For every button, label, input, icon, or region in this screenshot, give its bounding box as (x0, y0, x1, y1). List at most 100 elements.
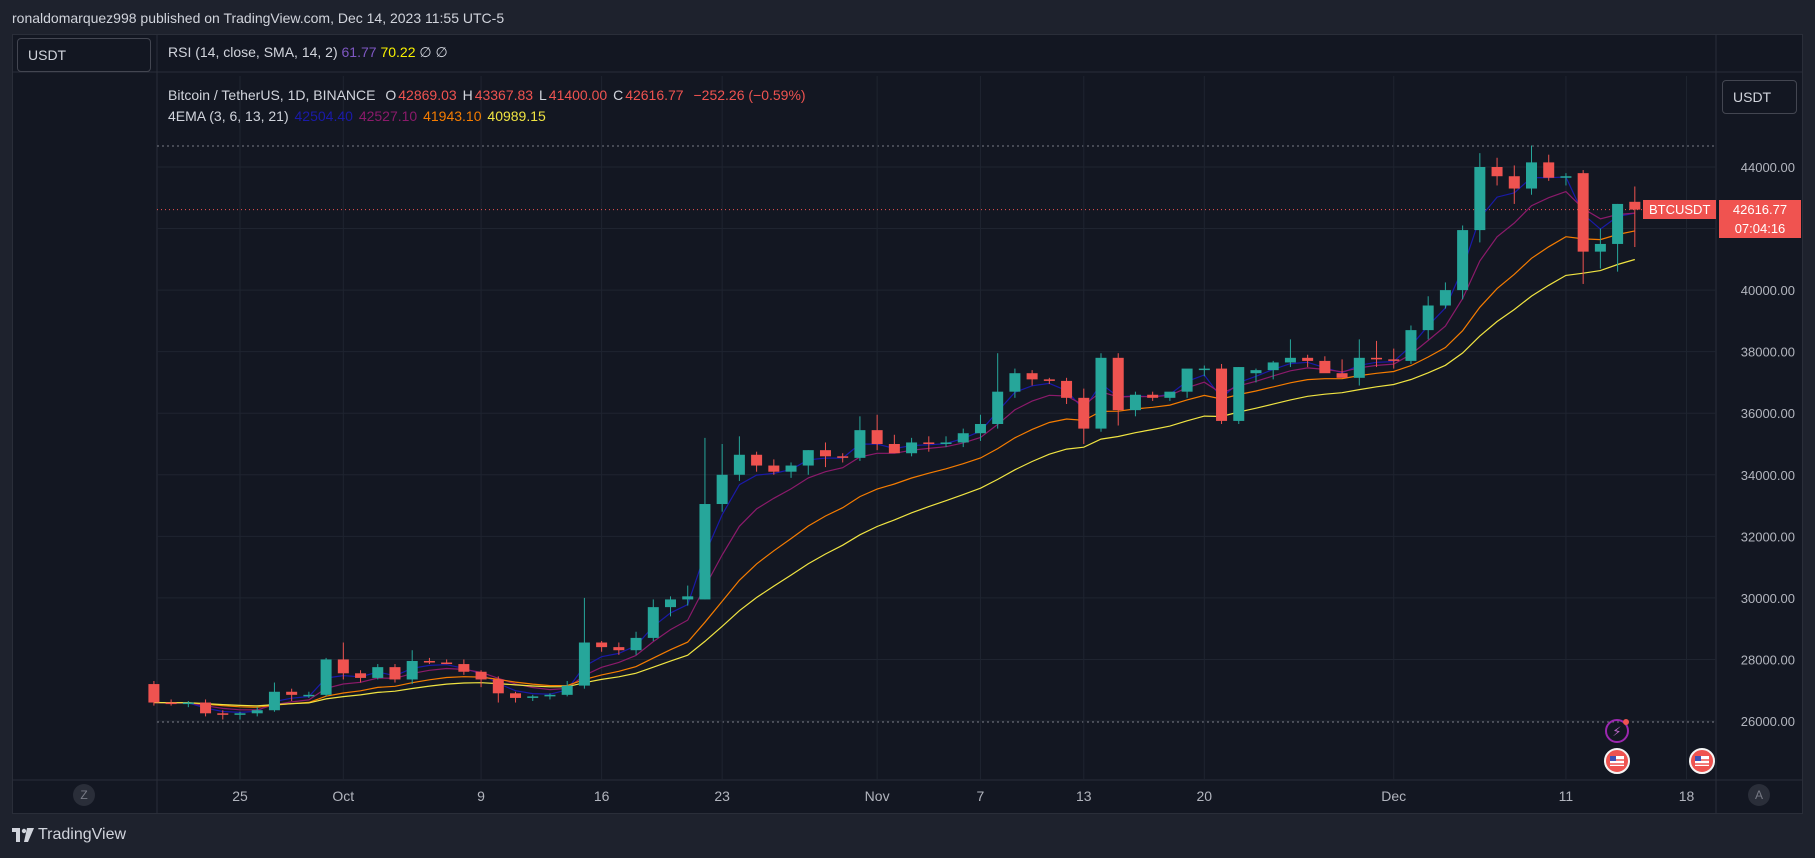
currency-selector-right[interactable]: USDT (1722, 80, 1797, 114)
candle-down[interactable] (1336, 373, 1348, 378)
candle-up[interactable] (665, 599, 676, 608)
candle-down[interactable] (837, 456, 849, 458)
candle-up[interactable] (1457, 230, 1469, 291)
candle-up[interactable] (647, 607, 659, 638)
candle-down[interactable] (389, 667, 401, 680)
candle-up[interactable] (303, 694, 315, 697)
candle-down[interactable] (510, 693, 522, 698)
candle-up[interactable] (716, 474, 728, 505)
candle-down[interactable] (819, 450, 831, 457)
rsi-legend[interactable]: RSI (14, close, SMA, 14, 2) 61.77 70.22 … (168, 44, 448, 61)
flag-stripes-icon (1610, 756, 1624, 766)
candle-down[interactable] (1061, 380, 1073, 398)
candle-up[interactable] (682, 596, 694, 600)
candle-down[interactable] (1388, 359, 1400, 361)
candle-down[interactable] (1543, 162, 1555, 178)
candle-down[interactable] (768, 465, 780, 472)
candle-down[interactable] (596, 642, 608, 648)
candle-down[interactable] (1147, 394, 1159, 398)
candle-down[interactable] (1026, 373, 1038, 380)
candle-down[interactable] (492, 679, 504, 694)
candle-up[interactable] (1250, 370, 1262, 374)
candle-down[interactable] (1371, 357, 1383, 360)
candle-up[interactable] (630, 637, 642, 651)
candle-down[interactable] (1112, 357, 1124, 411)
candle-down[interactable] (871, 430, 883, 444)
candle-up[interactable] (372, 667, 384, 678)
candle-up[interactable] (1439, 290, 1451, 306)
candle-down[interactable] (1216, 368, 1228, 421)
candle-up[interactable] (1405, 330, 1417, 361)
candle-down[interactable] (148, 684, 160, 703)
zoom-button[interactable]: Z (73, 784, 95, 806)
candle-down[interactable] (1491, 167, 1503, 177)
candle-down[interactable] (1577, 173, 1589, 252)
candle-up[interactable] (733, 454, 745, 475)
candle-up[interactable] (1526, 162, 1537, 189)
ema-value-1: 42504.40 (294, 108, 353, 124)
candle-up[interactable] (544, 694, 556, 697)
candle-up[interactable] (406, 660, 418, 680)
candle-up[interactable] (940, 442, 952, 444)
candle-up[interactable] (1181, 368, 1193, 392)
candle-up[interactable] (992, 391, 1004, 424)
candle-up[interactable] (1164, 391, 1176, 398)
candle-down[interactable] (1302, 357, 1314, 361)
symbol-legend[interactable]: Bitcoin / TetherUS, 1D, BINANCE O 42869.0… (168, 87, 808, 103)
candle-up[interactable] (1233, 367, 1245, 421)
candle-up[interactable] (1095, 357, 1107, 429)
candle-up[interactable] (1129, 394, 1141, 411)
candle-down[interactable] (1043, 379, 1055, 381)
candle-up[interactable] (1612, 203, 1624, 244)
candle-up[interactable] (802, 450, 814, 466)
candle-up[interactable] (1198, 368, 1210, 371)
candle-up[interactable] (268, 691, 280, 711)
tradingview-logo[interactable]: TradingView (12, 826, 126, 844)
candle-up[interactable] (182, 702, 194, 705)
candle-up[interactable] (1284, 357, 1296, 363)
candle-up[interactable] (1353, 357, 1365, 378)
candle-down[interactable] (423, 660, 435, 663)
candle-down[interactable] (613, 647, 625, 651)
candle-down[interactable] (355, 673, 367, 678)
candle-up[interactable] (1422, 305, 1434, 331)
candle-down[interactable] (888, 444, 900, 454)
candle-up[interactable] (699, 504, 711, 600)
candle-up[interactable] (854, 430, 866, 458)
candle-down[interactable] (200, 702, 212, 714)
auto-scale-button[interactable]: A (1748, 784, 1770, 806)
candle-down[interactable] (1319, 360, 1331, 374)
ema-legend[interactable]: 4EMA (3, 6, 13, 21) 42504.40 42527.10 41… (168, 108, 548, 124)
candle-down[interactable] (337, 659, 349, 674)
candle-down[interactable] (475, 671, 487, 680)
candle-up[interactable] (561, 685, 573, 695)
candle-down[interactable] (1508, 176, 1520, 189)
candle-up[interactable] (906, 442, 918, 454)
candle-up[interactable] (1560, 176, 1572, 178)
candle-up[interactable] (1009, 373, 1021, 392)
candle-up[interactable] (1474, 167, 1486, 231)
currency-selector-left[interactable]: USDT (17, 38, 151, 72)
candle-down[interactable] (923, 442, 935, 444)
candle-down[interactable] (441, 662, 453, 665)
candle-down[interactable] (1629, 201, 1641, 210)
candle-up[interactable] (320, 659, 332, 695)
candle-down[interactable] (458, 664, 470, 672)
candle-up[interactable] (785, 465, 797, 472)
candle-up[interactable] (251, 710, 263, 714)
candle-down[interactable] (217, 713, 229, 715)
candle-down[interactable] (1078, 397, 1090, 429)
candle-up[interactable] (1267, 362, 1279, 371)
candle-down[interactable] (286, 691, 298, 695)
event-dot-icon (1623, 719, 1629, 725)
candle-up[interactable] (527, 696, 539, 698)
candle-up[interactable] (578, 642, 590, 686)
candle-down[interactable] (751, 454, 763, 466)
candle-down[interactable] (165, 702, 177, 705)
candle-up[interactable] (234, 713, 246, 715)
candle-up[interactable] (974, 423, 986, 434)
event-flash-icon[interactable] (1605, 719, 1629, 743)
candle-up[interactable] (1594, 243, 1606, 252)
candle-up[interactable] (957, 433, 969, 443)
